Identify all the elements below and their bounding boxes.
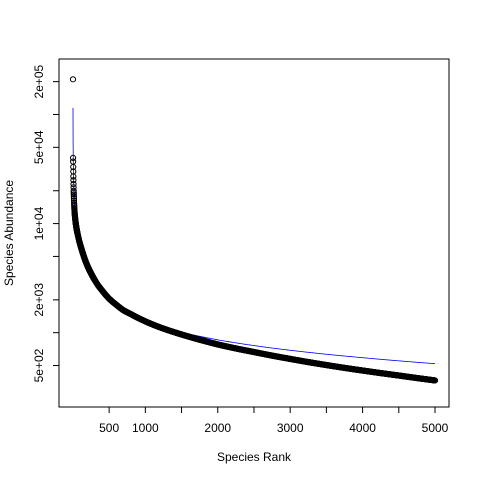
x-axis: 500 1000 2000 3000 4000 5000 [99, 406, 449, 435]
data-point [70, 191, 77, 198]
data-point [70, 163, 77, 171]
y-tick-label: 5e+04 [32, 130, 46, 164]
x-tick-label: 3000 [277, 421, 304, 435]
y-tick-label: 5e+02 [32, 348, 46, 382]
data-point [70, 195, 78, 202]
x-tick-label: 5000 [422, 421, 449, 435]
y-tick-label: 2e+05 [32, 64, 46, 98]
x-axis-label: Species Rank [217, 450, 292, 464]
data-point [69, 154, 77, 161]
data-point [431, 377, 439, 384]
data-point [70, 187, 77, 194]
data-point [70, 181, 77, 188]
y-tick-label: 1e+04 [32, 206, 46, 240]
fitted-line [72, 107, 436, 365]
y-axis-label: Species Abundance [2, 180, 16, 286]
data-point [69, 76, 77, 83]
x-tick-label: 2000 [204, 421, 231, 435]
y-axis: 5e+02 2e+03 1e+04 5e+04 2e+05 [32, 64, 60, 382]
data-points-layer [69, 76, 439, 384]
fitted-curve-layer [72, 107, 436, 365]
data-point [70, 173, 77, 180]
y-tick-label: 2e+03 [32, 283, 46, 317]
x-tick-label: 500 [99, 421, 119, 435]
x-tick-label: 4000 [349, 421, 376, 435]
x-tick-label: 1000 [132, 421, 159, 435]
data-point [70, 193, 77, 200]
data-point [70, 177, 77, 184]
